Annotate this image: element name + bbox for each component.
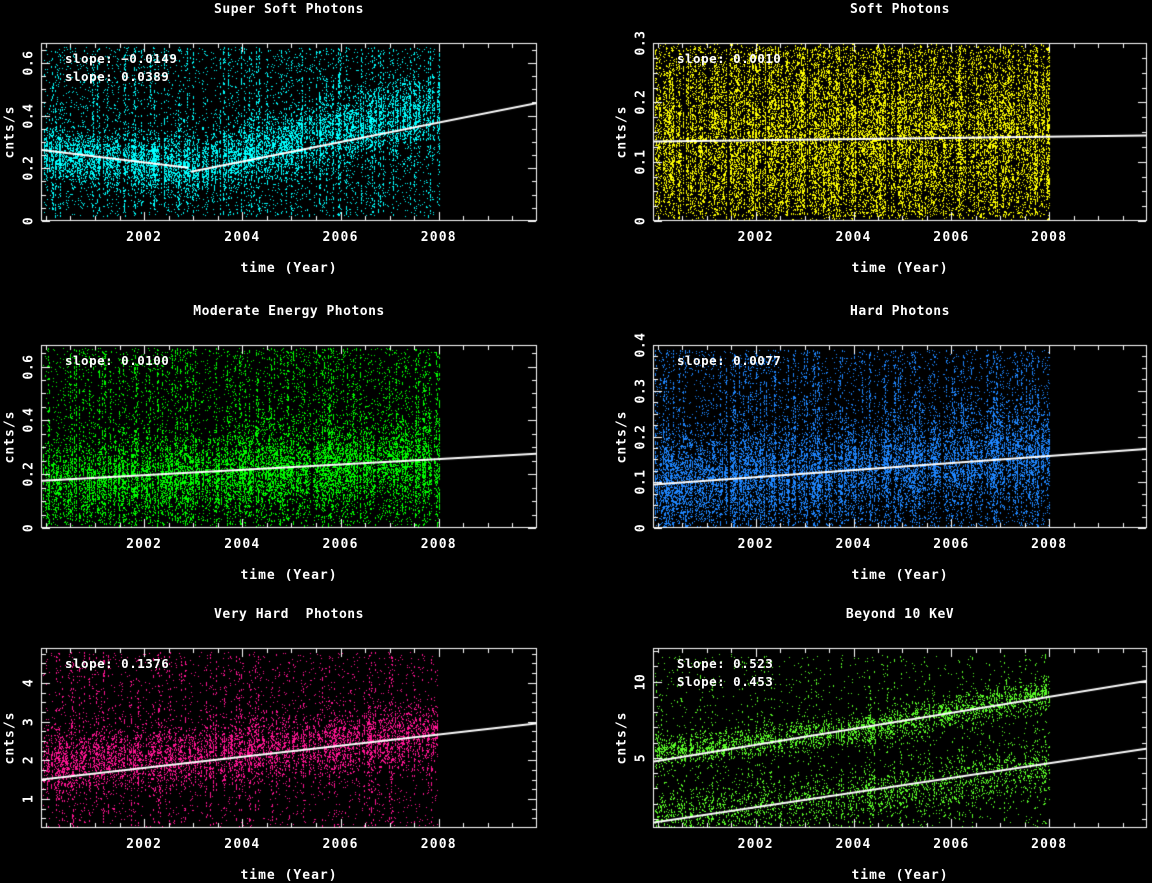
y-axis-label: cnts/s bbox=[2, 711, 18, 765]
slope-annotation: slope: 0.0100 bbox=[65, 353, 170, 368]
x-tick-label: 2002 bbox=[126, 230, 163, 245]
y-axis-label: cnts/s bbox=[2, 105, 18, 159]
x-tick-label: 2004 bbox=[835, 230, 872, 245]
y-tick-label: 4 bbox=[21, 678, 37, 687]
x-tick-label: 2008 bbox=[420, 230, 457, 245]
x-tick-label: 2006 bbox=[322, 230, 359, 245]
y-tick-label: 0.2 bbox=[21, 461, 37, 487]
slope-annotation: slope: 0.1376 bbox=[65, 656, 170, 671]
y-axis-label: cnts/s bbox=[614, 410, 630, 463]
y-tick-label: 0.4 bbox=[21, 407, 37, 433]
slope-annotation: slope: 0.0077 bbox=[677, 353, 782, 368]
slope-annotation: Slope: 0.453 bbox=[677, 674, 774, 689]
slope-annotations: Slope: 0.523 Slope: 0.453 bbox=[677, 655, 773, 691]
slope-annotation: Slope: 0.523 bbox=[677, 656, 774, 671]
x-tick-label: 2002 bbox=[126, 537, 163, 552]
x-tick-label: 2004 bbox=[835, 537, 872, 552]
panel-title: Beyond 10 KeV bbox=[845, 607, 955, 622]
y-tick-label: 3 bbox=[21, 717, 37, 726]
x-tick-label: 2002 bbox=[737, 837, 774, 852]
y-tick-label: 0 bbox=[21, 216, 37, 226]
x-axis-label: time (Year) bbox=[851, 868, 949, 883]
x-tick-label: 2006 bbox=[933, 537, 970, 552]
y-axis-label: cnts/s bbox=[614, 711, 630, 765]
y-tick-label: 2 bbox=[21, 756, 37, 765]
y-tick-label: 0.1 bbox=[633, 149, 649, 175]
y-tick-label: 10 bbox=[633, 673, 649, 690]
y-tick-label: 5 bbox=[633, 753, 649, 762]
slope-annotations: slope: 0.0077 bbox=[677, 352, 781, 370]
panel-title: Hard Photons bbox=[850, 304, 950, 319]
x-tick-label: 2008 bbox=[1031, 230, 1068, 245]
y-tick-label: 0.6 bbox=[21, 354, 37, 380]
y-tick-label: 0.1 bbox=[633, 469, 649, 495]
x-tick-label: 2002 bbox=[126, 837, 163, 852]
y-tick-label: 0.2 bbox=[21, 155, 37, 181]
y-axis-label: cnts/s bbox=[614, 105, 630, 159]
x-tick-label: 2004 bbox=[224, 537, 261, 552]
y-tick-label: 0 bbox=[21, 523, 37, 533]
slope-annotation: slope: −0.0149 bbox=[65, 51, 178, 66]
x-axis-label: time (Year) bbox=[240, 568, 338, 583]
x-tick-label: 2002 bbox=[737, 537, 774, 552]
y-tick-label: 0.2 bbox=[633, 424, 649, 449]
x-tick-label: 2006 bbox=[933, 230, 970, 245]
x-tick-label: 2006 bbox=[322, 837, 359, 852]
x-axis-label: time (Year) bbox=[240, 261, 338, 276]
slope-annotations: slope: −0.0149 slope: 0.0389 bbox=[65, 50, 177, 86]
x-tick-label: 2002 bbox=[737, 230, 774, 245]
y-tick-label: 0.6 bbox=[21, 50, 37, 76]
x-tick-label: 2006 bbox=[322, 537, 359, 552]
x-tick-label: 2006 bbox=[933, 837, 970, 852]
slope-annotations: slope: 0.1376 bbox=[65, 655, 169, 673]
slope-annotations: slope: 0.0100 bbox=[65, 352, 169, 370]
panel-title: Moderate Energy Photons bbox=[193, 304, 385, 319]
x-axis-label: time (Year) bbox=[851, 568, 949, 583]
x-axis-label: time (Year) bbox=[240, 868, 338, 883]
x-tick-label: 2004 bbox=[835, 837, 872, 852]
panel-title: Very Hard Photons bbox=[214, 607, 364, 622]
y-axis-label: cnts/s bbox=[2, 410, 18, 463]
y-tick-label: 0.2 bbox=[633, 89, 649, 115]
slope-annotation: slope: 0.0010 bbox=[677, 51, 782, 66]
y-tick-label: 1 bbox=[21, 794, 37, 804]
x-axis-label: time (Year) bbox=[851, 261, 949, 276]
y-tick-label: 0 bbox=[633, 523, 649, 533]
panel-title: Soft Photons bbox=[850, 2, 950, 17]
panel-title: Super Soft Photons bbox=[214, 2, 364, 17]
x-tick-label: 2008 bbox=[1031, 837, 1068, 852]
y-tick-label: 0.4 bbox=[21, 103, 37, 129]
x-tick-label: 2008 bbox=[420, 837, 457, 852]
y-tick-label: 0.3 bbox=[633, 378, 649, 404]
x-tick-label: 2008 bbox=[420, 537, 457, 552]
y-tick-label: 0 bbox=[633, 216, 649, 226]
y-tick-label: 0.3 bbox=[633, 30, 649, 56]
slope-annotations: slope: 0.0010 bbox=[677, 50, 781, 68]
y-tick-label: 0.4 bbox=[633, 332, 649, 358]
x-tick-label: 2008 bbox=[1031, 537, 1068, 552]
x-tick-label: 2004 bbox=[224, 837, 261, 852]
slope-annotation: slope: 0.0389 bbox=[65, 69, 170, 84]
x-tick-label: 2004 bbox=[224, 230, 261, 245]
